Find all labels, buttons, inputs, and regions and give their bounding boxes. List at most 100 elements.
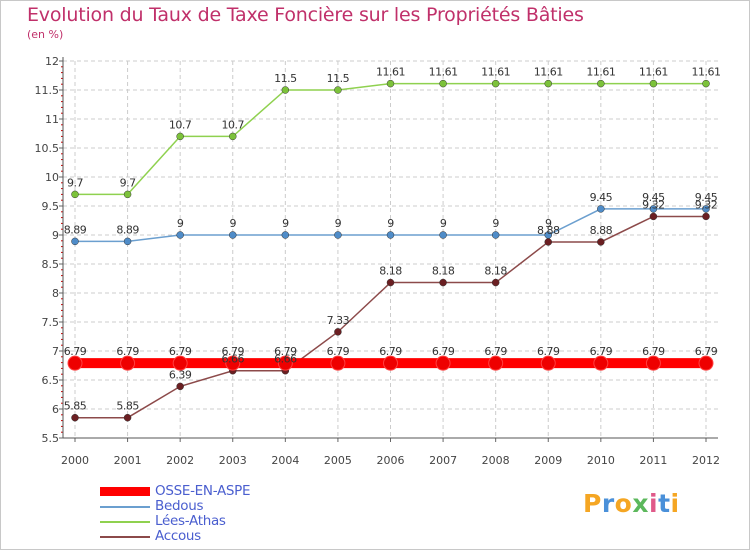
legend-swatch xyxy=(100,536,150,538)
legend-swatch xyxy=(100,487,150,496)
data-point-bedous xyxy=(386,231,395,239)
data-label-osse-en-aspe: 6.79 xyxy=(64,345,87,358)
data-label-accous: 8.88 xyxy=(537,224,560,237)
data-point-lees-athas xyxy=(71,190,79,199)
data-point-lees-athas xyxy=(334,86,342,94)
data-point-bedous xyxy=(491,231,500,239)
x-tick-label: 2003 xyxy=(219,454,247,467)
x-tick-label: 2000 xyxy=(61,454,89,467)
grid-layer xyxy=(63,60,718,439)
y-tick-label: 7.5 xyxy=(42,316,60,329)
data-point-osse-en-aspe xyxy=(172,355,188,371)
data-point-bedous xyxy=(334,231,342,239)
data-point-bedous xyxy=(281,231,290,239)
data-label-accous: 8.18 xyxy=(432,265,455,278)
data-point-accous xyxy=(386,278,395,287)
y-tick-label: 7 xyxy=(52,345,59,358)
data-label-lees-athas: 11.61 xyxy=(586,66,615,79)
y-tick-label: 9 xyxy=(52,229,59,242)
unit-label: (en %) xyxy=(27,28,64,41)
y-tick-label: 11 xyxy=(45,113,59,126)
data-point-accous xyxy=(544,238,552,246)
data-label-osse-en-aspe: 6.79 xyxy=(327,345,350,358)
data-label-bedous: 9 xyxy=(282,217,289,230)
data-label-bedous: 9 xyxy=(545,217,552,230)
y-tick-label: 6 xyxy=(52,403,59,416)
data-point-lees-athas xyxy=(544,79,552,88)
data-label-lees-athas: 11.5 xyxy=(274,72,297,85)
legend-label: Bedous xyxy=(155,498,204,514)
y-tick-label: 10 xyxy=(45,171,59,184)
data-label-accous: 5.85 xyxy=(116,400,139,413)
data-label-accous: 6.66 xyxy=(222,353,245,366)
logo-letter: t xyxy=(658,489,671,518)
proxiti-logo: Proxiti xyxy=(583,489,680,518)
data-label-accous: 9.32 xyxy=(642,198,665,211)
data-point-lees-athas xyxy=(491,79,500,88)
data-label-bedous: 9 xyxy=(335,217,342,230)
logo-letter: r xyxy=(601,489,615,518)
data-point-bedous xyxy=(649,205,658,213)
data-label-bedous: 9 xyxy=(177,217,184,230)
data-label-lees-athas: 11.5 xyxy=(327,72,350,85)
data-label-accous: 6.66 xyxy=(274,353,297,366)
data-label-bedous: 9 xyxy=(492,217,499,230)
data-label-osse-en-aspe: 6.79 xyxy=(642,345,665,358)
data-label-bedous: 9 xyxy=(387,217,394,230)
data-point-osse-en-aspe xyxy=(120,355,136,371)
data-point-bedous xyxy=(597,205,605,213)
logo-letter: x xyxy=(632,489,649,518)
data-label-osse-en-aspe: 6.79 xyxy=(590,345,613,358)
data-label-accous: 8.18 xyxy=(484,265,507,278)
data-point-lees-athas xyxy=(123,190,132,199)
data-point-accous xyxy=(597,238,605,246)
data-point-bedous xyxy=(176,231,184,239)
data-label-lees-athas: 11.61 xyxy=(481,66,510,79)
data-label-osse-en-aspe: 6.79 xyxy=(379,345,402,358)
data-label-lees-athas: 11.61 xyxy=(639,66,668,79)
series-layer xyxy=(67,79,714,422)
data-point-accous xyxy=(702,212,710,221)
data-label-lees-athas: 10.7 xyxy=(169,118,192,131)
data-label-lees-athas: 11.61 xyxy=(534,66,563,79)
y-tick-label: 8.5 xyxy=(42,258,60,271)
x-tick-label: 2011 xyxy=(639,454,667,467)
data-label-lees-athas: 11.61 xyxy=(429,66,458,79)
y-tick-label: 9.5 xyxy=(42,200,60,213)
data-label-osse-en-aspe: 6.79 xyxy=(484,345,507,358)
data-point-osse-en-aspe xyxy=(645,355,661,371)
y-tick-label: 5.5 xyxy=(42,432,60,445)
x-tick-label: 2009 xyxy=(534,454,562,467)
data-point-accous xyxy=(491,278,500,287)
x-tick-label: 2012 xyxy=(692,454,720,467)
x-tick-label: 2001 xyxy=(114,454,142,467)
data-point-accous xyxy=(439,278,447,287)
data-point-lees-athas xyxy=(597,79,605,88)
data-label-accous: 7.33 xyxy=(327,314,350,327)
data-point-bedous xyxy=(702,205,710,213)
data-point-lees-athas xyxy=(649,79,658,88)
data-label-layer: 9.7 9.7 10.7 10.7 11.5 11.5 11.61 11.61 11.61 11.… xyxy=(64,66,721,413)
y-tick-label: 11.5 xyxy=(35,84,60,97)
legend-label: OSSE-EN-ASPE xyxy=(155,483,251,499)
data-point-bedous xyxy=(123,237,132,246)
data-point-bedous xyxy=(439,231,447,239)
data-label-bedous: 9 xyxy=(440,217,447,230)
data-label-lees-athas: 10.7 xyxy=(222,118,245,131)
data-point-lees-athas xyxy=(439,79,447,88)
legend-label: Accous xyxy=(155,528,201,544)
data-label-accous: 6.39 xyxy=(169,368,192,381)
data-point-accous xyxy=(334,328,342,336)
data-point-lees-athas xyxy=(386,79,395,88)
y-tick-label: 12 xyxy=(45,55,59,68)
logo-letter: P xyxy=(583,489,602,518)
data-label-osse-en-aspe: 6.79 xyxy=(695,345,718,358)
data-point-lees-athas xyxy=(176,132,184,141)
x-tick-label: 2008 xyxy=(482,454,510,467)
data-point-osse-en-aspe xyxy=(225,355,241,371)
data-point-osse-en-aspe xyxy=(435,355,451,371)
data-label-osse-en-aspe: 6.79 xyxy=(274,345,297,358)
x-tick-label: 2004 xyxy=(271,454,299,467)
